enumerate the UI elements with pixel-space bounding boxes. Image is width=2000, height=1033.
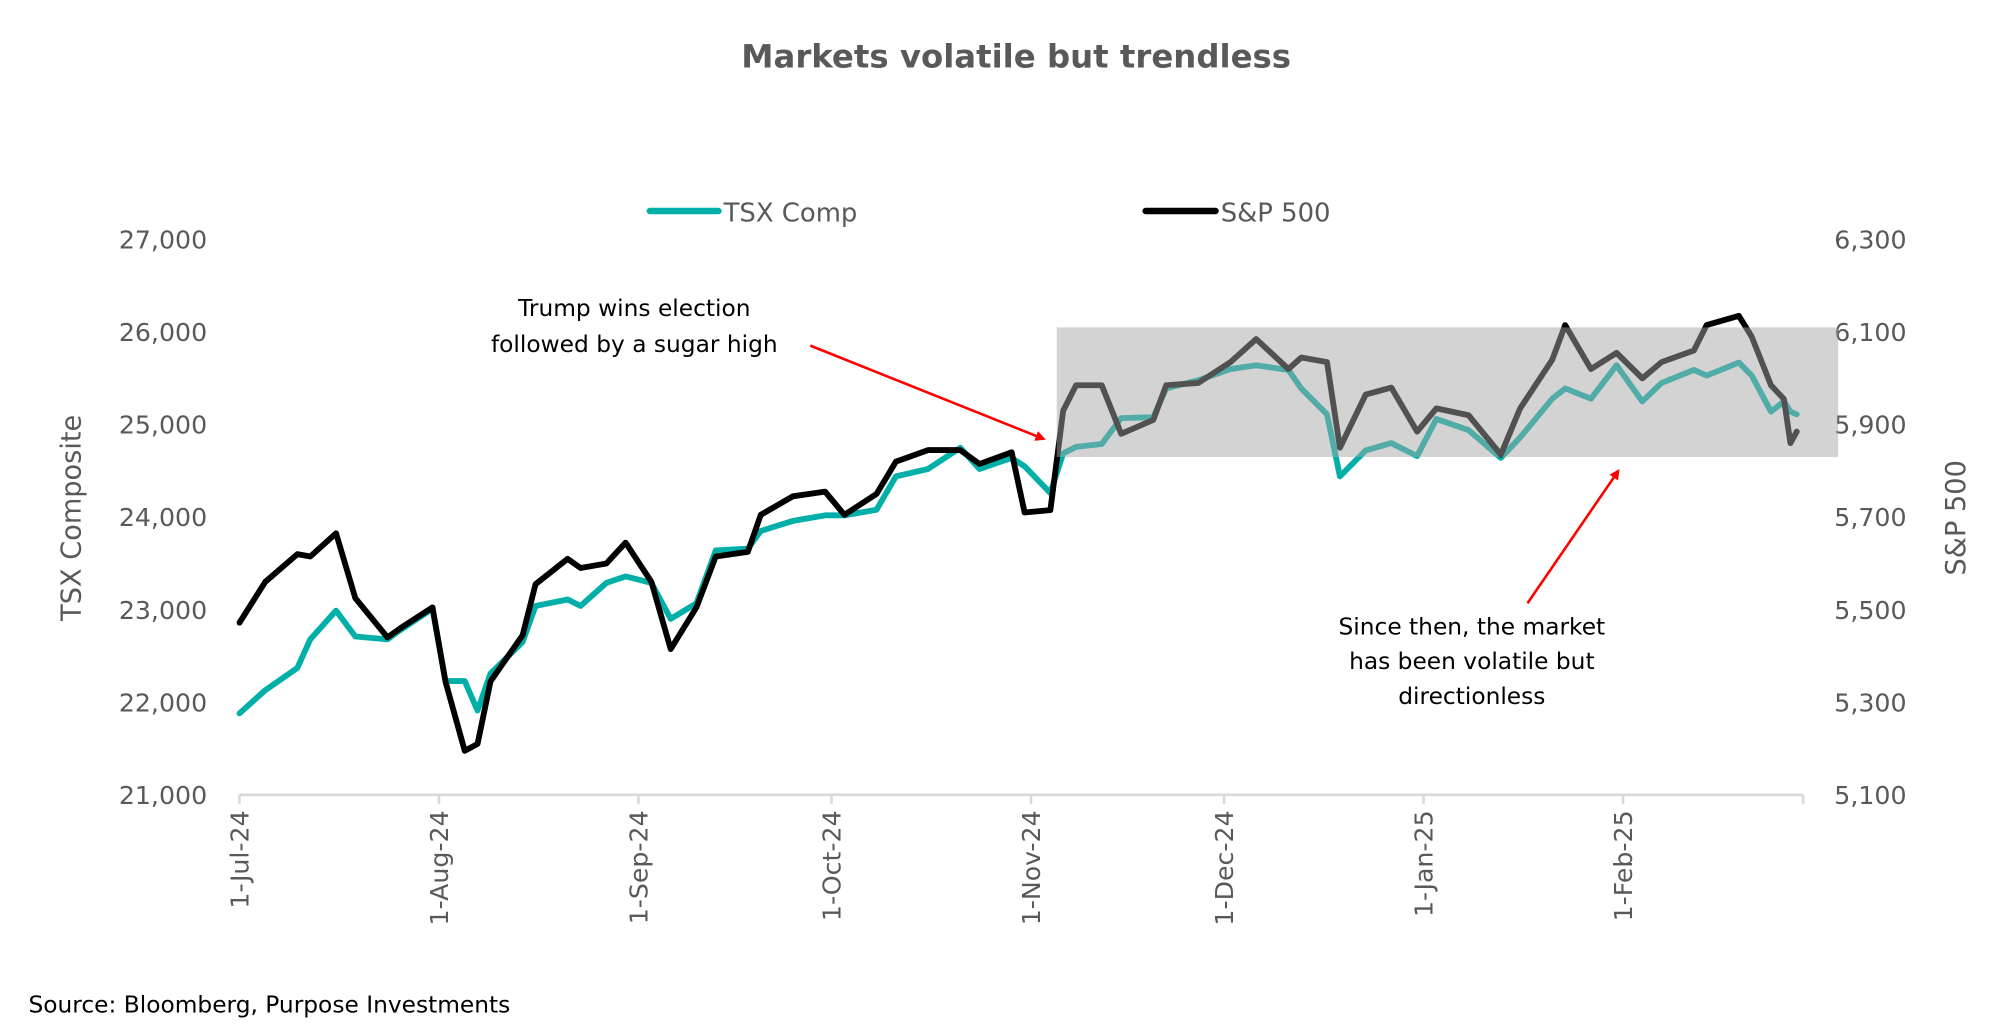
y-right-tick-label: 5,100	[1834, 781, 1906, 810]
legend-label-sp500: S&P 500	[1221, 198, 1331, 228]
x-tick-label: 1-Jul-24	[226, 810, 255, 908]
y-left-tick-labels: 21,000 22,000 23,000 24,000 25,000 26,000 27,0…	[119, 226, 207, 810]
legend-label-tsx: TSX Comp	[723, 198, 858, 228]
y-right-tick-label: 5,900	[1834, 411, 1906, 440]
x-tick-label: 1-Oct-24	[818, 810, 847, 921]
y-left-tick-label: 21,000	[119, 781, 207, 810]
chart-title: Markets volatile but trendless	[741, 37, 1291, 75]
annotation-directionless-line-3: directionless	[1398, 683, 1545, 710]
series-line-tsx-comp	[236, 359, 1800, 717]
y-left-tick-label: 22,000	[119, 688, 207, 717]
y-right-tick-label: 6,100	[1834, 318, 1906, 347]
annotation-election: Trump wins election followed by a sugar …	[491, 295, 1046, 441]
annotation-directionless: Since then, the market has been volatile…	[1338, 469, 1620, 710]
x-axis: 1-Jul-24 1-Aug-24 1-Sep-24 1-Oct-24 1-Nov-24…	[226, 793, 1805, 926]
annotation-directionless-line-2: has been volatile but	[1349, 648, 1595, 675]
y-left-tick-label: 24,000	[119, 503, 207, 532]
annotation-directionless-line-1: Since then, the market	[1338, 613, 1605, 640]
y-left-axis-title: TSX Composite	[56, 415, 87, 622]
x-tick-label: 1-Feb-25	[1609, 810, 1638, 921]
y-right-tick-label: 6,300	[1834, 226, 1906, 255]
series-line-sp500	[236, 312, 1800, 754]
annotation-election-arrow	[809, 344, 1046, 441]
y-right-axis-title: S&P 500	[1941, 460, 1972, 575]
highlight-box	[1056, 327, 1839, 457]
y-left-tick-label: 27,000	[119, 226, 207, 255]
y-right-tick-label: 5,300	[1834, 688, 1906, 717]
legend: TSX Comp S&P 500	[646, 198, 1331, 228]
x-tick-label: 1-Jan-25	[1410, 810, 1439, 917]
annotation-election-line-1: Trump wins election	[517, 295, 750, 322]
annotation-directionless-arrow	[1526, 469, 1620, 604]
series-group	[236, 312, 1800, 754]
y-right-tick-label: 5,500	[1834, 596, 1906, 625]
annotation-election-line-2: followed by a sugar high	[491, 331, 778, 358]
x-tick-label: 1-Sep-24	[625, 810, 654, 924]
y-right-tick-label: 5,700	[1834, 503, 1906, 532]
y-left-tick-label: 23,000	[119, 596, 207, 625]
x-tick-label: 1-Nov-24	[1017, 810, 1046, 925]
x-tick-label: 1-Dec-24	[1210, 810, 1239, 925]
y-left-tick-label: 26,000	[119, 318, 207, 347]
x-tick-label: 1-Aug-24	[425, 810, 454, 925]
y-right-tick-labels: 5,100 5,300 5,500 5,700 5,900 6,100 6,300	[1834, 226, 1906, 810]
y-left-tick-label: 25,000	[119, 411, 207, 440]
source-note: Source: Bloomberg, Purpose Investments	[28, 991, 510, 1018]
